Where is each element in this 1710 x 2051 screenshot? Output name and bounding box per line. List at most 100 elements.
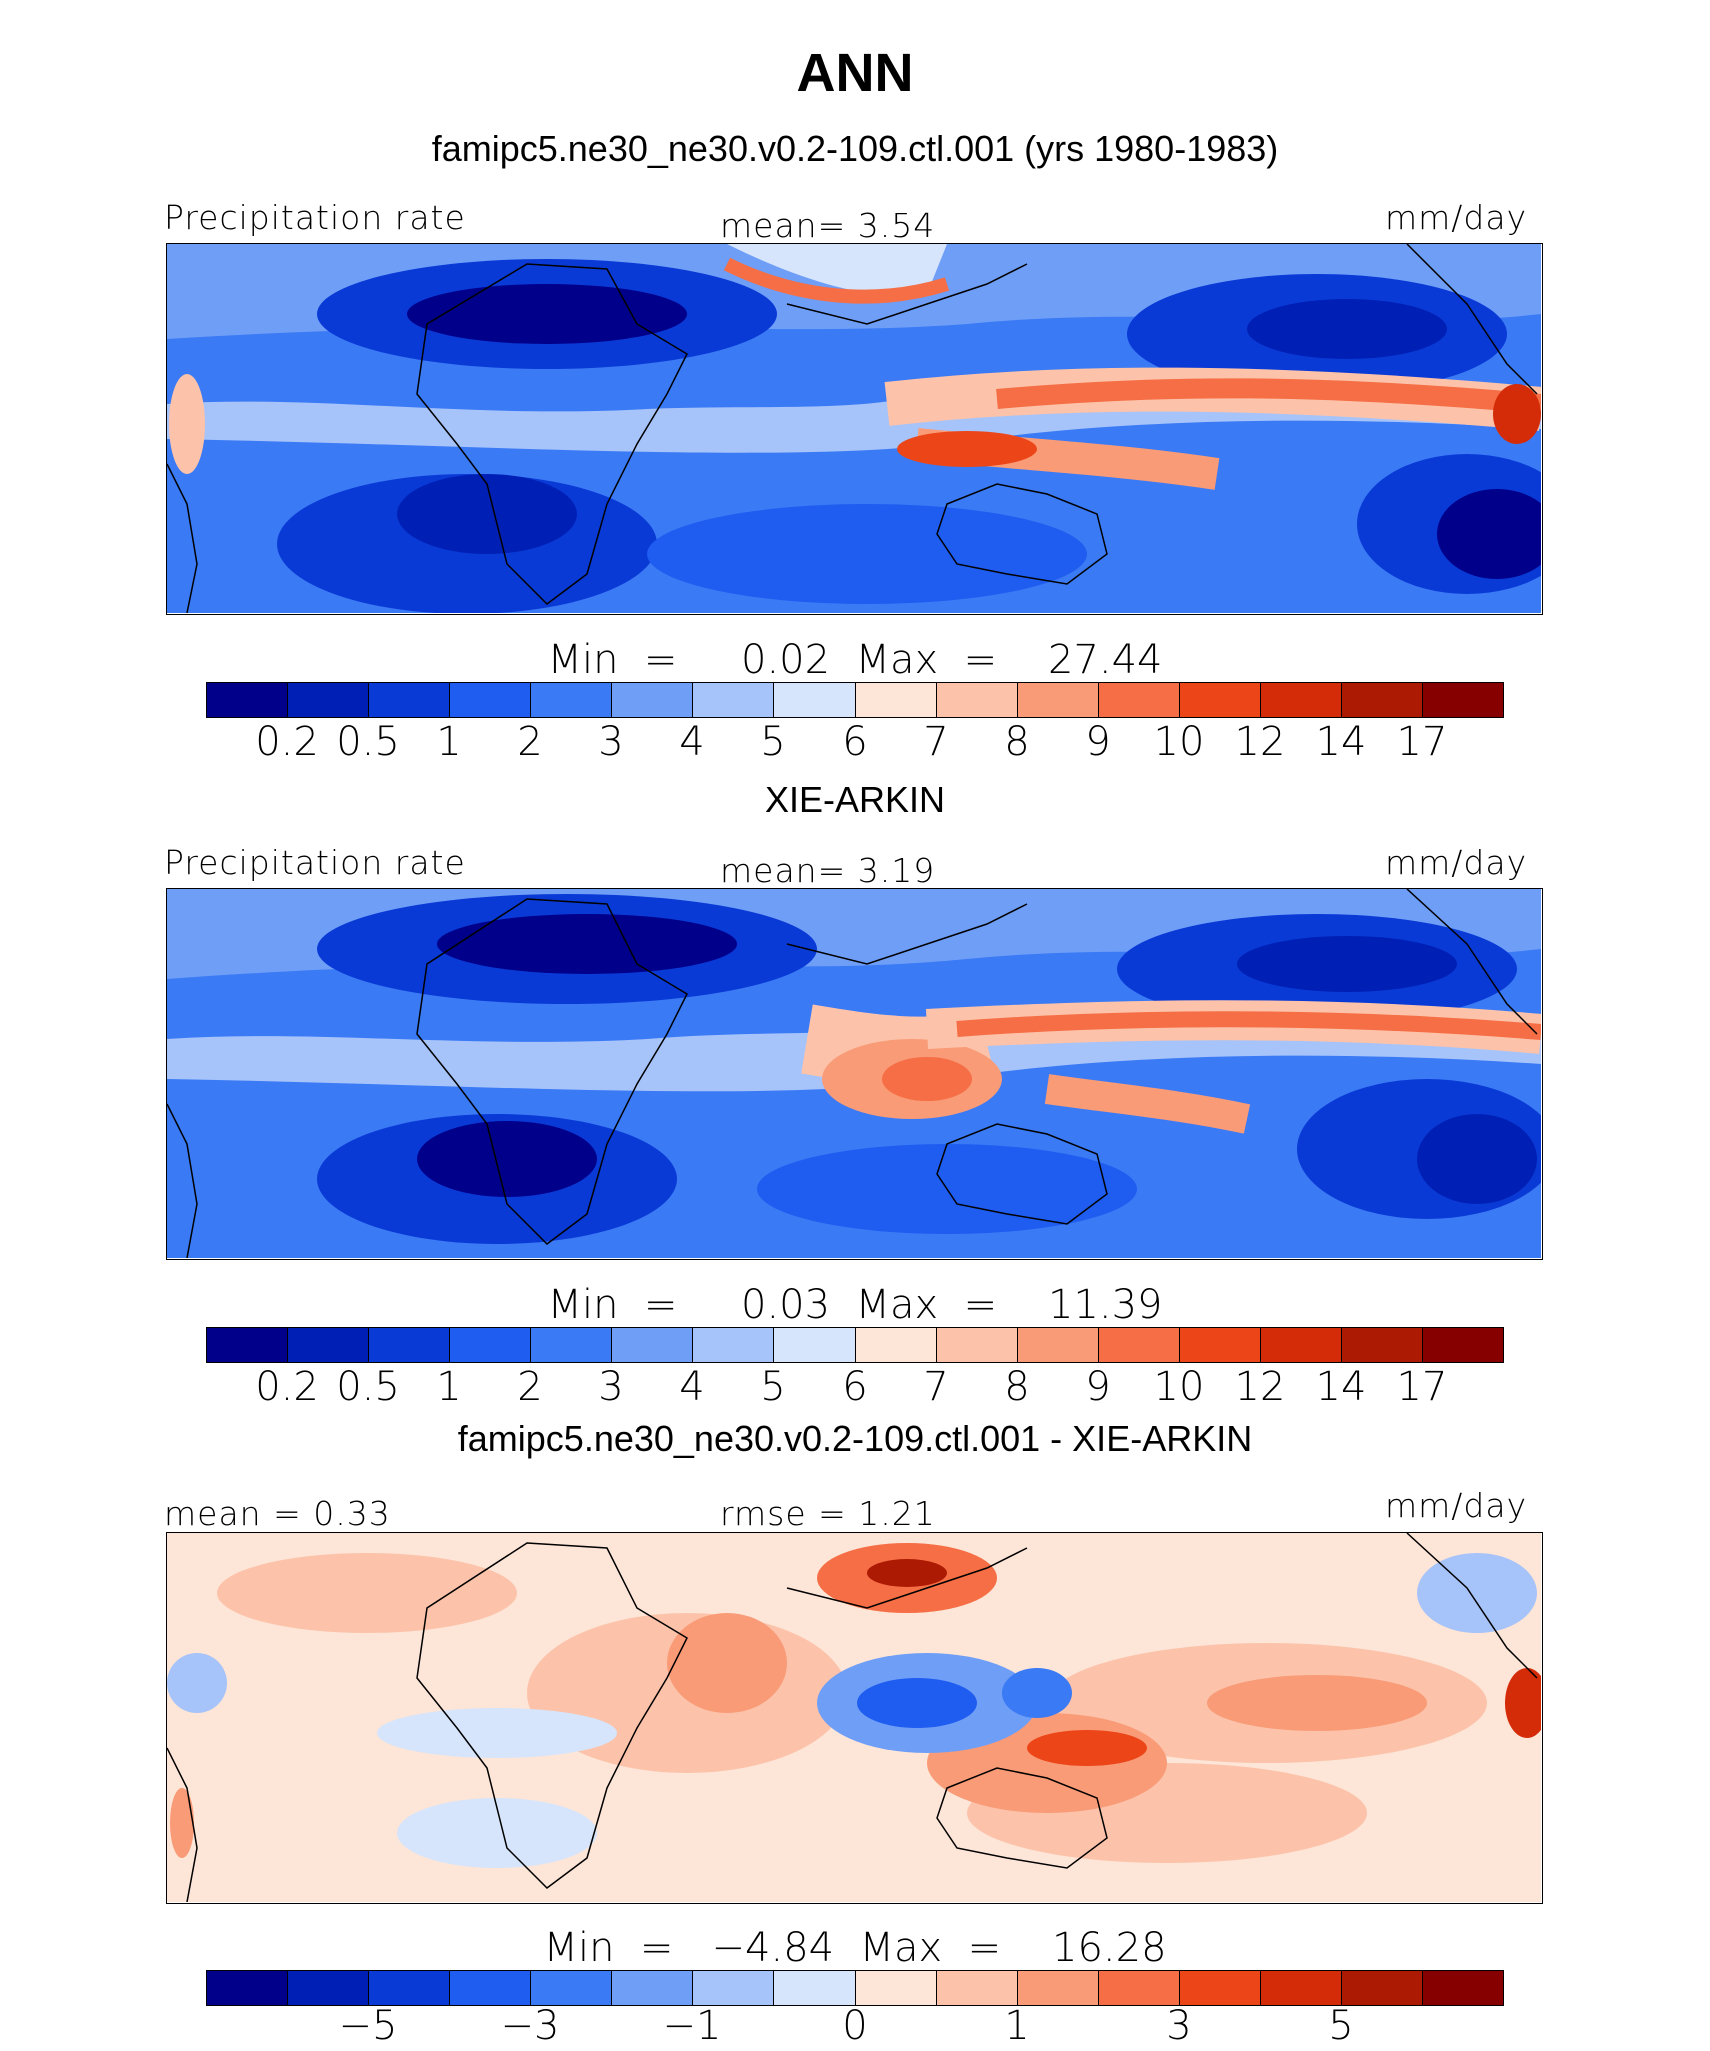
colorbar-cell xyxy=(936,1971,1018,2005)
colorbar-cell xyxy=(693,683,775,717)
colorbar-cell xyxy=(612,1328,694,1362)
colorbar-cell xyxy=(531,1328,613,1362)
colorbar-cell xyxy=(369,1328,451,1362)
colorbar-cell xyxy=(1179,1328,1261,1362)
colorbar-cell xyxy=(1017,1328,1099,1362)
colorbar-cell xyxy=(774,683,856,717)
colorbar-tick: 3 xyxy=(598,719,624,765)
panel-3-colorbar xyxy=(206,1970,1504,2006)
colorbar-tick: 4 xyxy=(679,1364,705,1410)
colorbar-cell xyxy=(207,1971,289,2005)
panel-2-heading: XIE-ARKIN xyxy=(764,779,946,820)
colorbar-cell xyxy=(369,683,451,717)
colorbar-cell xyxy=(1422,1971,1503,2005)
panel-3-units-label: mm/day xyxy=(1385,1486,1528,1525)
colorbar-cell xyxy=(1260,683,1342,717)
colorbar-tick: 5 xyxy=(760,1364,786,1410)
colorbar-tick: 1 xyxy=(436,1364,462,1410)
figure-title: ANN xyxy=(796,43,914,103)
colorbar-cell xyxy=(288,1971,370,2005)
colorbar-tick: 12 xyxy=(1234,1364,1286,1410)
colorbar-cell xyxy=(936,1328,1018,1362)
colorbar-cell xyxy=(774,1328,856,1362)
panel-1-mean-label: mean= 3.54 xyxy=(720,206,936,245)
colorbar-cell xyxy=(855,1328,937,1362)
panel-2-colorbar xyxy=(206,1327,1504,1363)
colorbar-tick: 14 xyxy=(1315,1364,1367,1410)
colorbar-cell xyxy=(1260,1328,1342,1362)
colorbar-cell xyxy=(1179,1971,1261,2005)
colorbar-tick: 8 xyxy=(1004,1364,1030,1410)
panel-3-rmse-label: rmse = 1.21 xyxy=(720,1494,936,1533)
colorbar-tick: 0.2 xyxy=(255,1364,319,1410)
colorbar-cell xyxy=(612,1971,694,2005)
colorbar-tick: 0 xyxy=(842,2003,868,2049)
panel-1-minmax: Min = 0.02 Max = 27.44 xyxy=(547,637,1163,683)
colorbar-cell xyxy=(612,683,694,717)
colorbar-cell xyxy=(1422,1328,1503,1362)
colorbar-tick: 8 xyxy=(1004,719,1030,765)
colorbar-cell xyxy=(207,1328,289,1362)
colorbar-cell xyxy=(855,683,937,717)
colorbar-cell xyxy=(1179,683,1261,717)
colorbar-cell xyxy=(450,1328,532,1362)
colorbar-tick: −3 xyxy=(500,2003,560,2049)
colorbar-tick: 0.5 xyxy=(336,719,400,765)
colorbar-tick: 3 xyxy=(1166,2003,1192,2049)
colorbar-tick: −5 xyxy=(338,2003,398,2049)
panel-2-variable-label: Precipitation rate xyxy=(164,843,466,882)
colorbar-tick: 9 xyxy=(1085,719,1111,765)
colorbar-tick: 3 xyxy=(598,1364,624,1410)
colorbar-cell xyxy=(1098,683,1180,717)
colorbar-tick: 17 xyxy=(1396,719,1448,765)
colorbar-cell xyxy=(1098,1328,1180,1362)
panel-2-map-field xyxy=(167,889,1541,1258)
colorbar-cell xyxy=(855,1971,937,2005)
colorbar-cell xyxy=(1260,1971,1342,2005)
panel-2-minmax: Min = 0.03 Max = 11.39 xyxy=(547,1282,1163,1328)
colorbar-cell xyxy=(1098,1971,1180,2005)
colorbar-tick: 5 xyxy=(1328,2003,1354,2049)
panel-1-units-label: mm/day xyxy=(1385,198,1528,237)
colorbar-cell xyxy=(450,1971,532,2005)
colorbar-tick: 9 xyxy=(1085,1364,1111,1410)
colorbar-tick: 2 xyxy=(517,1364,543,1410)
colorbar-cell xyxy=(450,683,532,717)
panel-3-map xyxy=(166,1532,1543,1904)
panel-3-map-field xyxy=(167,1533,1541,1902)
colorbar-tick: 5 xyxy=(760,719,786,765)
colorbar-cell xyxy=(207,683,289,717)
panel-1-heading: famipc5.ne30_ne30.v0.2-109.ctl.001 (yrs … xyxy=(431,128,1279,169)
colorbar-tick: 10 xyxy=(1153,719,1205,765)
panel-2-units-label: mm/day xyxy=(1385,843,1528,882)
colorbar-tick: 0.2 xyxy=(255,719,319,765)
colorbar-cell xyxy=(1017,1971,1099,2005)
colorbar-tick: 6 xyxy=(842,1364,868,1410)
panel-3-minmax: Min = −4.84 Max = 16.28 xyxy=(543,1925,1167,1971)
colorbar-cell xyxy=(774,1971,856,2005)
colorbar-cell xyxy=(693,1971,775,2005)
colorbar-tick: 17 xyxy=(1396,1364,1448,1410)
panel-2-mean-label: mean= 3.19 xyxy=(720,851,936,890)
colorbar-tick: 0.5 xyxy=(336,1364,400,1410)
colorbar-cell xyxy=(531,1971,613,2005)
colorbar-cell xyxy=(531,683,613,717)
colorbar-cell xyxy=(369,1971,451,2005)
colorbar-cell xyxy=(693,1328,775,1362)
colorbar-tick: 1 xyxy=(436,719,462,765)
colorbar-cell xyxy=(1341,683,1423,717)
panel-3-mean-label: mean = 0.33 xyxy=(164,1494,391,1533)
colorbar-tick: 7 xyxy=(923,719,949,765)
panel-1-map xyxy=(166,243,1543,615)
colorbar-tick: 10 xyxy=(1153,1364,1205,1410)
colorbar-cell xyxy=(1017,683,1099,717)
panel-2-map xyxy=(166,888,1543,1260)
colorbar-tick: 6 xyxy=(842,719,868,765)
colorbar-tick: 1 xyxy=(1004,2003,1030,2049)
colorbar-cell xyxy=(1341,1328,1423,1362)
colorbar-tick: 2 xyxy=(517,719,543,765)
panel-1-colorbar xyxy=(206,682,1504,718)
panel-3-heading: famipc5.ne30_ne30.v0.2-109.ctl.001 - XIE… xyxy=(457,1418,1253,1459)
colorbar-tick: −1 xyxy=(662,2003,722,2049)
colorbar-tick: 14 xyxy=(1315,719,1367,765)
